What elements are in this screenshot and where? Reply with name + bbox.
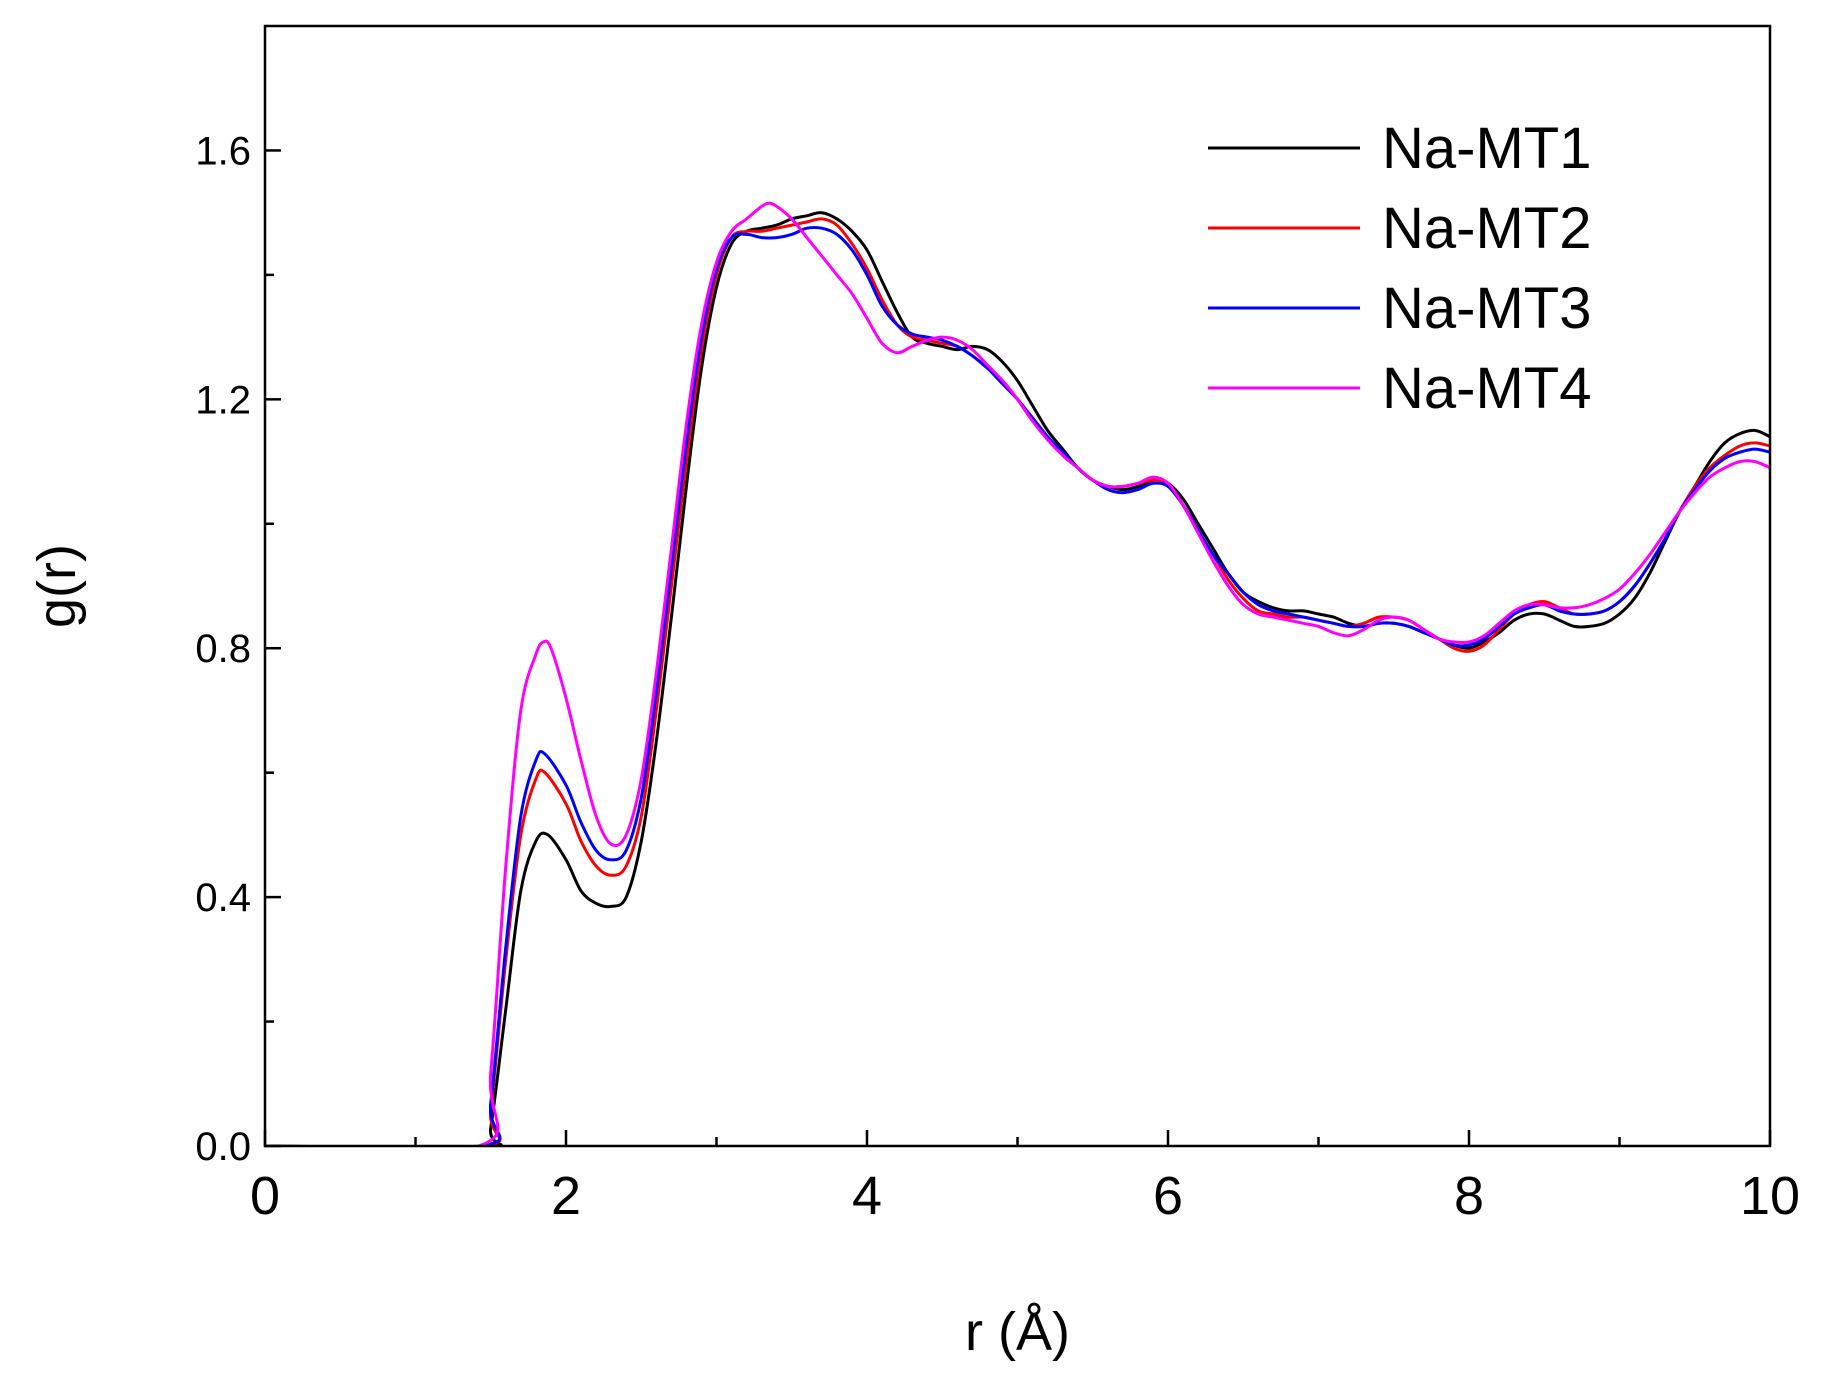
x-tick-label: 4 (852, 1166, 882, 1226)
legend-label: Na-MT4 (1382, 356, 1591, 421)
y-tick-label: 0.8 (195, 627, 251, 671)
legend-label: Na-MT1 (1382, 116, 1591, 181)
plot-layer (265, 201, 1770, 1146)
legend-label: Na-MT2 (1382, 196, 1591, 261)
axis-ticks: 0 2 4 6 8 10 0.0 0.4 0.8 1.2 1.6 (195, 129, 1800, 1226)
y-tick-label: 0.0 (195, 1125, 251, 1169)
x-tick-label: 10 (1740, 1166, 1800, 1226)
series-line-na-mt1 (265, 211, 1770, 1146)
x-tick-label: 6 (1153, 1166, 1183, 1226)
y-tick-label: 1.6 (195, 129, 251, 173)
legend: Na-MT1 Na-MT2 Na-MT3 Na-MT4 (1208, 116, 1591, 421)
x-tick-label: 8 (1454, 1166, 1484, 1226)
y-tick-label: 0.4 (195, 876, 251, 920)
y-axis-title: g(r) (27, 544, 87, 628)
x-tick-label: 2 (551, 1166, 581, 1226)
legend-label: Na-MT3 (1382, 276, 1591, 341)
x-tick-label: 0 (250, 1166, 280, 1226)
series-line-na-mt4 (265, 201, 1770, 1146)
plot-frame (263, 24, 1772, 1148)
y-tick-label: 1.2 (195, 378, 251, 422)
x-axis-title: r (Å) (965, 1302, 1070, 1362)
